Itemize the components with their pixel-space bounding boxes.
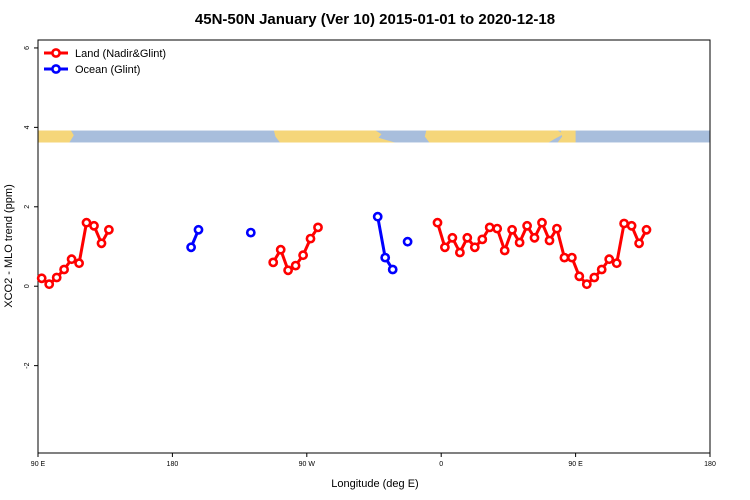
legend: Land (Nadir&Glint) Ocean (Glint) xyxy=(44,48,166,76)
x-tick-label: 90 E xyxy=(31,461,46,468)
legend-marker-ocean xyxy=(51,64,61,74)
data-point xyxy=(380,252,391,263)
data-point xyxy=(89,220,99,231)
data-point xyxy=(469,242,480,253)
data-point xyxy=(245,227,256,238)
data-point xyxy=(186,242,196,253)
land-asia-west xyxy=(38,130,74,143)
data-point xyxy=(529,232,540,243)
y-tick-label: 6 xyxy=(24,46,31,50)
data-point xyxy=(447,232,458,243)
data-point xyxy=(596,264,607,275)
y-tick-label: 4 xyxy=(24,125,31,129)
data-point xyxy=(298,250,308,261)
data-point xyxy=(59,264,69,275)
data-point xyxy=(66,254,77,265)
x-axis-label: Longitude (deg E) xyxy=(331,478,418,490)
data-point xyxy=(439,242,450,253)
data-point xyxy=(313,222,323,233)
map-strip xyxy=(38,130,710,143)
x-tick-label: 180 xyxy=(704,461,716,468)
data-point xyxy=(36,273,47,284)
data-point xyxy=(462,232,473,243)
legend-label-ocean: Ocean (Glint) xyxy=(75,64,140,76)
series-line xyxy=(40,221,111,286)
legend-marker-land xyxy=(51,48,61,58)
data-point xyxy=(626,220,637,231)
x-tick-label: 90 E xyxy=(568,461,583,468)
data-point xyxy=(559,252,570,263)
data-point xyxy=(387,264,398,275)
data-point xyxy=(484,222,495,233)
data-point xyxy=(81,217,92,228)
y-axis-label: XCO2 - MLO trend (ppm) xyxy=(3,184,15,307)
data-point xyxy=(96,238,107,249)
y-tick-label: 0 xyxy=(24,284,31,288)
series-0 xyxy=(36,217,652,290)
legend-label-land: Land (Nadir&Glint) xyxy=(75,48,166,60)
data-point xyxy=(507,224,517,235)
data-point xyxy=(402,236,413,247)
data-point xyxy=(51,272,62,283)
data-point xyxy=(581,279,592,290)
land-north-america xyxy=(273,130,395,143)
data-point xyxy=(499,245,510,256)
data-point xyxy=(522,220,532,231)
land-asia-east xyxy=(557,130,576,143)
data-point xyxy=(74,258,84,269)
chart-title: 45N-50N January (Ver 10) 2015-01-01 to 2… xyxy=(195,11,555,28)
series-1 xyxy=(186,211,413,275)
plot-frame xyxy=(37,39,711,454)
x-tick-label: 0 xyxy=(439,461,443,468)
data-point xyxy=(552,223,562,234)
data-point xyxy=(589,272,600,283)
data-point xyxy=(514,237,525,248)
data-point xyxy=(275,244,286,255)
data-point xyxy=(268,257,279,268)
data-point xyxy=(193,224,204,235)
data-point xyxy=(611,258,622,269)
x-tick-label: 180 xyxy=(167,461,179,468)
data-point xyxy=(567,252,577,263)
x-axis: 90 E 180 90 W 0 90 E 180 xyxy=(31,453,716,468)
y-tick-label: 2 xyxy=(24,205,31,209)
series-layer xyxy=(36,211,652,290)
data-point xyxy=(305,233,316,244)
data-point xyxy=(604,254,615,265)
data-point xyxy=(544,235,555,246)
series-line xyxy=(436,221,648,286)
data-point xyxy=(477,234,488,245)
data-point xyxy=(454,247,465,258)
data-point xyxy=(290,260,301,271)
data-point xyxy=(432,217,443,228)
x-tick-label: 90 W xyxy=(299,461,316,468)
data-point xyxy=(283,265,293,276)
data-point xyxy=(619,218,629,229)
data-point xyxy=(574,271,585,282)
data-point xyxy=(641,224,652,235)
y-tick-label: -2 xyxy=(24,362,31,368)
data-point xyxy=(372,211,383,222)
data-point xyxy=(104,224,114,235)
data-point xyxy=(537,217,547,228)
data-point xyxy=(492,223,503,234)
data-point xyxy=(44,279,55,290)
land-europe-asia xyxy=(424,130,564,143)
data-point xyxy=(634,238,644,249)
y-axis: -2 0 2 4 6 xyxy=(24,46,38,369)
